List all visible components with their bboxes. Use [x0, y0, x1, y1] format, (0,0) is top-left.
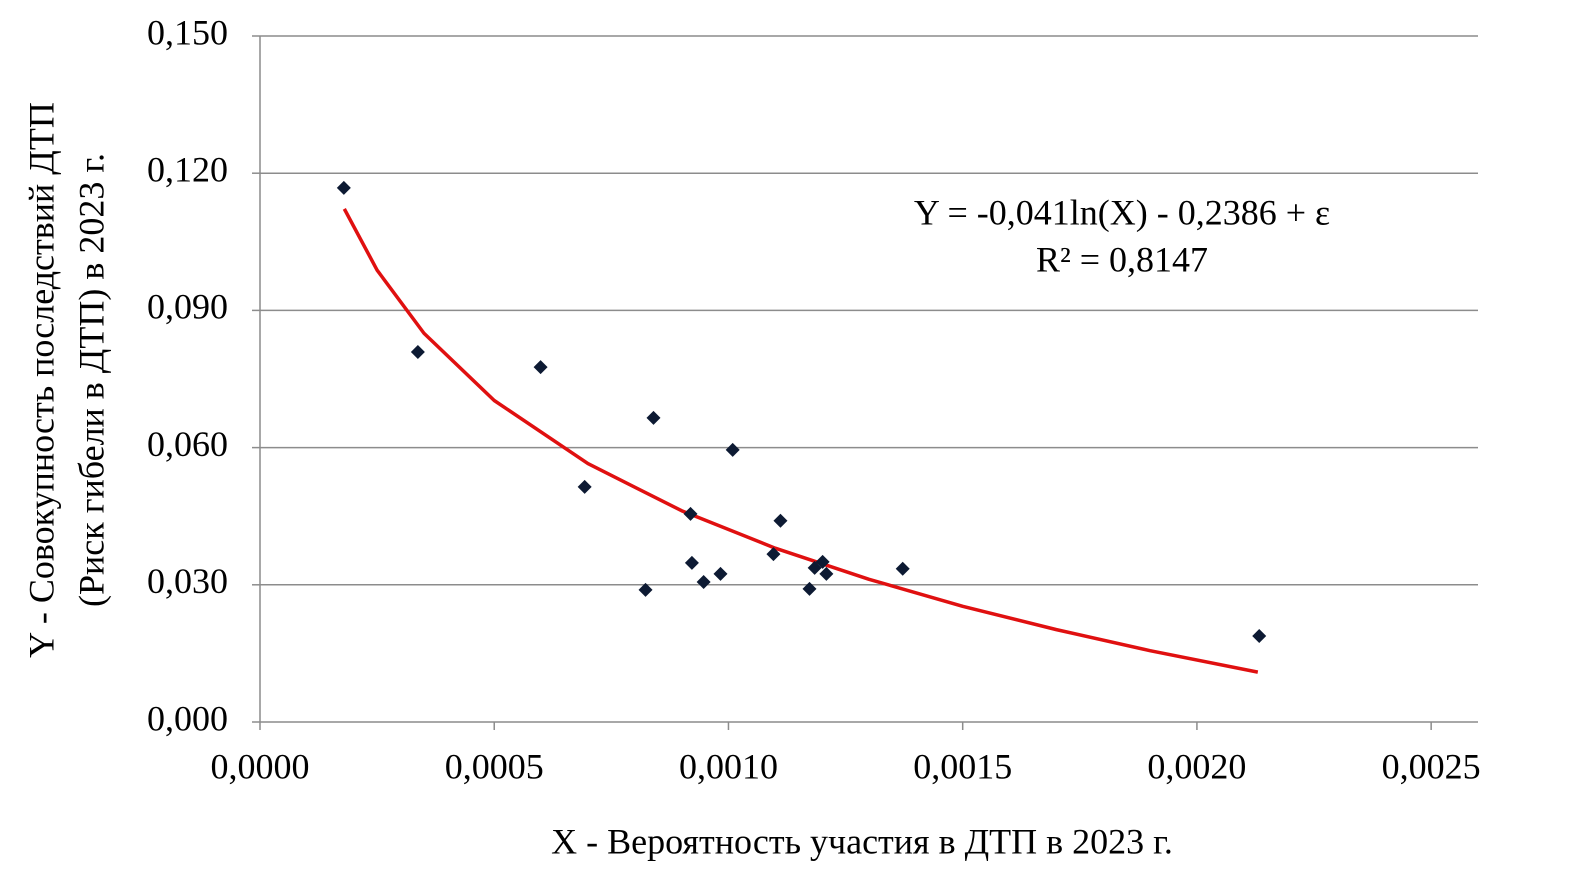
trendline	[342, 208, 1259, 674]
point	[646, 410, 661, 425]
y-axis-title: Y - Совокупность последствий ДТП	[21, 102, 61, 658]
y-axis-title: (Риск гибели в ДТП) в 2023 г.	[71, 153, 111, 607]
y-tick-label: 0,090	[147, 287, 228, 327]
point	[725, 442, 740, 457]
x-tick-label: 0,0025	[1382, 746, 1481, 786]
x-tick-label: 0,0005	[445, 746, 544, 786]
x-tick-label: 0,0010	[679, 746, 778, 786]
y-tick-label: 0,030	[147, 561, 228, 601]
x-axis-title: X - Вероятность участия в ДТП в 2023 г.	[551, 821, 1173, 861]
equation: Y = -0,041ln(X) - 0,2386 + ε	[914, 192, 1330, 232]
point	[683, 506, 698, 521]
point	[684, 555, 699, 570]
point	[577, 479, 592, 494]
y-tick-label: 0,120	[147, 149, 228, 189]
r-squared: R² = 0,8147	[1036, 239, 1208, 279]
point	[533, 360, 548, 375]
point	[713, 566, 728, 581]
point	[815, 554, 830, 569]
point	[410, 345, 425, 360]
y-tick-label: 0,060	[147, 424, 228, 464]
point	[819, 566, 834, 581]
point	[895, 561, 910, 576]
point	[1252, 629, 1267, 644]
y-tick-label: 0,150	[147, 12, 228, 52]
x-tick-label: 0,0015	[913, 746, 1012, 786]
point	[696, 575, 711, 590]
x-tick-label: 0,0020	[1147, 746, 1246, 786]
point	[802, 581, 817, 596]
point	[638, 582, 653, 597]
point	[336, 180, 351, 195]
point	[766, 547, 781, 562]
y-tick-label: 0,000	[147, 698, 228, 738]
point	[773, 513, 788, 528]
x-tick-label: 0,0000	[211, 746, 310, 786]
